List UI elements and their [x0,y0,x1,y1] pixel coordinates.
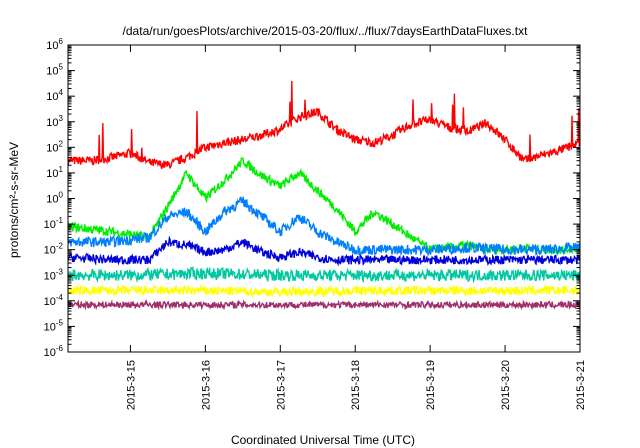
series-line-5 [67,265,581,284]
x-tick-label: 2015-3-20 [500,360,512,410]
series-line-7 [67,299,581,311]
x-tick-label: 2015-3-19 [425,360,437,410]
y-tick-label: 103 [46,114,63,129]
y-tick-label: 10-3 [44,267,64,282]
x-tick-label: 2015-3-16 [200,360,212,410]
chart-title: /data/run/goesPlots/archive/2015-03-20/f… [123,24,529,38]
y-tick-label: 10-2 [44,242,64,257]
y-tick-label: 10-6 [44,344,64,359]
x-tick-label: 2015-3-15 [125,360,137,410]
axis-layer: 10-6 10-5 10-4 10-3 10-2 10-1 100 101 102 103 104 1… [44,37,587,410]
series-line-2 [67,157,581,257]
y-tick-label: 10-5 [44,318,64,333]
series-line-6 [67,283,581,299]
y-tick-label: 105 [46,63,63,78]
y-tick-label: 10-1 [44,216,64,231]
series-line-3 [67,196,581,258]
series-line-4 [67,235,581,267]
y-tick-label: 101 [46,165,63,180]
x-tick-label: 2015-3-21 [575,360,587,410]
y-tick-label: 102 [46,139,63,154]
x-axis-label: Coordinated Universal Time (UTC) [231,433,415,447]
y-axis-label: protons/cm²-s-sr-MeV [7,142,21,258]
x-tick-label: 2015-3-18 [350,360,362,410]
series-line-1 [67,80,581,169]
y-tick-label: 104 [46,88,63,103]
series-layer [67,80,581,311]
y-tick-label: 100 [46,191,63,206]
y-tick-label: 10-4 [44,293,64,308]
y-tick-label: 106 [46,37,63,52]
x-tick-label: 2015-3-17 [275,360,287,410]
